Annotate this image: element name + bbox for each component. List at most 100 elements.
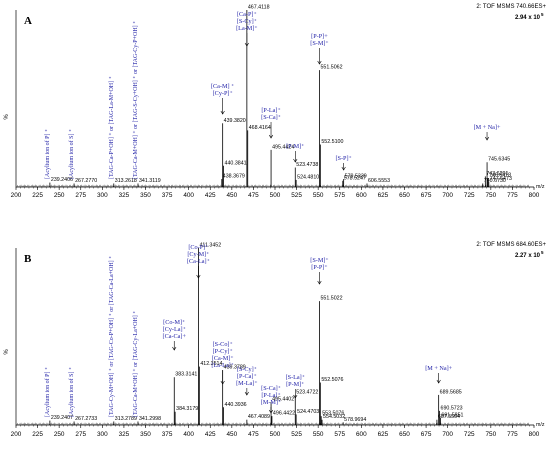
assignment-text: [M + Na]+: [474, 124, 501, 131]
arrow-head-icon: [244, 42, 249, 47]
panel-label: A: [24, 15, 32, 27]
arrow-head-icon: [293, 394, 298, 399]
x-tick-label: 475: [248, 192, 259, 199]
peak-mz-label: 523.4738: [296, 162, 318, 168]
spectrum-header-title: 2: TOF MSMS 740.66ES+: [476, 4, 546, 10]
assignment-text: [M + Na]+: [425, 365, 452, 372]
fragment-rotated-label: [TAG-Ca-M+OH] ⁺ or [TAG-S-Cy+OH] ⁺ or [T…: [132, 21, 139, 179]
peak-mz-label: 440.3841: [225, 160, 247, 166]
fragment-rotated-label: [Acylium ion of S] ⁺: [68, 129, 75, 179]
peak-mz-label: 341.2998: [139, 416, 161, 422]
peak-mz-label: 496.4422: [273, 411, 295, 417]
arrow-head-icon: [220, 380, 225, 385]
peak-mz-label: 384.3179: [176, 406, 198, 412]
x-tick-label: 225: [32, 192, 43, 199]
x-tick-label: 525: [291, 431, 302, 438]
x-tick-label: 575: [334, 431, 345, 438]
fragment-assignment: [S-P]⁺: [335, 155, 352, 171]
x-tick-label: 500: [270, 431, 281, 438]
peak-mz-label: 524.4703: [297, 409, 319, 415]
assignment-text: [M-M]⁺: [261, 399, 281, 406]
peak-mz-label: 341.3119: [139, 178, 161, 184]
peak-mz-label: 239.2407: [51, 415, 73, 421]
x-tick-label: 550: [313, 192, 324, 199]
spectrum-header-title: 2: TOF MSMS 684.60ES+: [476, 242, 546, 248]
arrow-head-icon: [317, 60, 322, 65]
x-tick-label: 525: [291, 192, 302, 199]
fragment-assignment: [M + Na]+: [425, 365, 453, 384]
x-tick-label: 600: [356, 192, 367, 199]
peak-mz-label: 412.3514: [200, 361, 222, 367]
assignment-text: [Co-P]⁺: [188, 244, 208, 251]
assignment-text: [S-Ca]⁺: [261, 385, 281, 392]
x-tick-label: 800: [529, 192, 540, 199]
peak-mz-label: 689.5685: [440, 389, 462, 395]
arrow-head-icon: [172, 346, 177, 351]
peak-mz-label: 690.5723: [441, 405, 463, 411]
x-tick-label: 425: [205, 192, 216, 199]
panel-label: B: [24, 253, 32, 265]
x-tick-label: 350: [140, 192, 151, 199]
fragment-assignment: [M + Na]+: [474, 124, 501, 141]
x-tick-label: 500: [270, 192, 281, 199]
peak-mz-label: 553.5076: [322, 411, 344, 417]
intensity-scale: 2.94 x 10: [515, 15, 541, 21]
peak-mz-label: 524.4810: [297, 174, 319, 180]
x-tick-label: 750: [485, 192, 496, 199]
assignment-text: [S-Cy]⁺: [237, 18, 257, 25]
spectrum-panel-a: A 2: TOF MSMS 740.66ES+ 2.94 x 105% 200 225 2…: [4, 4, 546, 199]
x-axis-label: m/z: [536, 184, 545, 190]
assignment-text: [Ca-M] ⁺: [211, 83, 234, 90]
assignment-text: [Co-M]⁺: [163, 319, 185, 326]
x-tick-label: 400: [183, 431, 194, 438]
spectrum-panel-b: B 2: TOF MSMS 684.60ES+ 2.27 x 105% 200 225 2…: [4, 242, 546, 438]
fragment-assignment: [S-Cy]⁺[P-Ca]⁺[M-La]⁺: [236, 366, 258, 396]
x-tick-label: 675: [421, 192, 432, 199]
x-tick-label: 750: [485, 431, 496, 438]
x-axis-label: m/z: [536, 422, 545, 428]
fragment-assignment: [S-M]⁺[P-P]⁺: [310, 257, 329, 285]
fragment-rotated-label: [Acylium ion of P] ⁺: [44, 367, 51, 417]
fragment-rotated-label: [TAG-Ca-P+OH] ⁺ or [TAG-La-M+OH] ⁺: [108, 76, 115, 179]
arrow-head-icon: [317, 280, 322, 285]
x-tick-label: 400: [183, 192, 194, 199]
x-tick-label: 575: [334, 192, 345, 199]
x-tick-label: 425: [205, 431, 216, 438]
assignment-text: [S-P]⁺: [335, 155, 351, 162]
peak-mz-label: 439.3820: [224, 118, 246, 124]
fragment-assignment: [P-P]+[S-M]⁺: [310, 33, 329, 65]
arrow-head-icon: [268, 134, 274, 139]
assignment-text: [Ca-M]⁺: [212, 355, 234, 362]
peak-mz-label: 467.4118: [248, 5, 270, 11]
fragment-assignment: [P-M]⁺: [286, 143, 304, 163]
fragment-rotated-label: [TAG-Cy-M+OH] ⁺ or [TAG-Co-P+OH] ⁺ or [T…: [108, 256, 115, 417]
assignment-text: [P-M]⁺: [286, 381, 304, 388]
assignment-text: [Cy-M]⁺: [187, 251, 209, 258]
x-tick-label: 675: [421, 431, 432, 438]
fragment-assignment: [Co-P]⁺[Cy-M]⁺[Ca-La]⁺: [187, 244, 210, 279]
x-tick-label: 600: [356, 431, 367, 438]
y-axis-label: %: [4, 349, 10, 355]
peak-mz-label: 691.5851: [441, 412, 463, 418]
assignment-text: [S-M]⁺: [310, 40, 328, 47]
x-tick-label: 200: [11, 431, 22, 438]
peak-mz-label: 239.2406: [51, 177, 73, 183]
x-tick-label: 375: [162, 192, 173, 199]
x-tick-label: 300: [97, 192, 108, 199]
peak-mz-label: 740.6730: [484, 178, 506, 184]
arrow-head-icon: [436, 379, 441, 384]
x-tick-label: 275: [75, 431, 86, 438]
fragment-assignment: [Co-M]⁺[Cy-La]⁺[Ca-Ca]+: [163, 319, 186, 351]
arrow-head-icon: [268, 409, 274, 414]
assignment-text: [S-La]⁺: [286, 374, 305, 381]
x-tick-label: 350: [140, 431, 151, 438]
x-tick-label: 725: [464, 431, 475, 438]
peak-mz-label: 438.3679: [223, 174, 245, 180]
x-tick-label: 700: [442, 192, 453, 199]
peak-mz-label: 468.4164: [249, 125, 271, 131]
fragment-rotated-label: [TAG-Ca-M+OH] ⁺ or [TAG-Cy-La+OH] ⁺: [132, 311, 139, 417]
x-tick-label: 700: [442, 431, 453, 438]
fragment-assignment: [S-Co]⁺[P-Cy]⁺[Ca-M]⁺[La-La]⁺: [211, 341, 234, 385]
y-axis-label: %: [4, 114, 10, 120]
